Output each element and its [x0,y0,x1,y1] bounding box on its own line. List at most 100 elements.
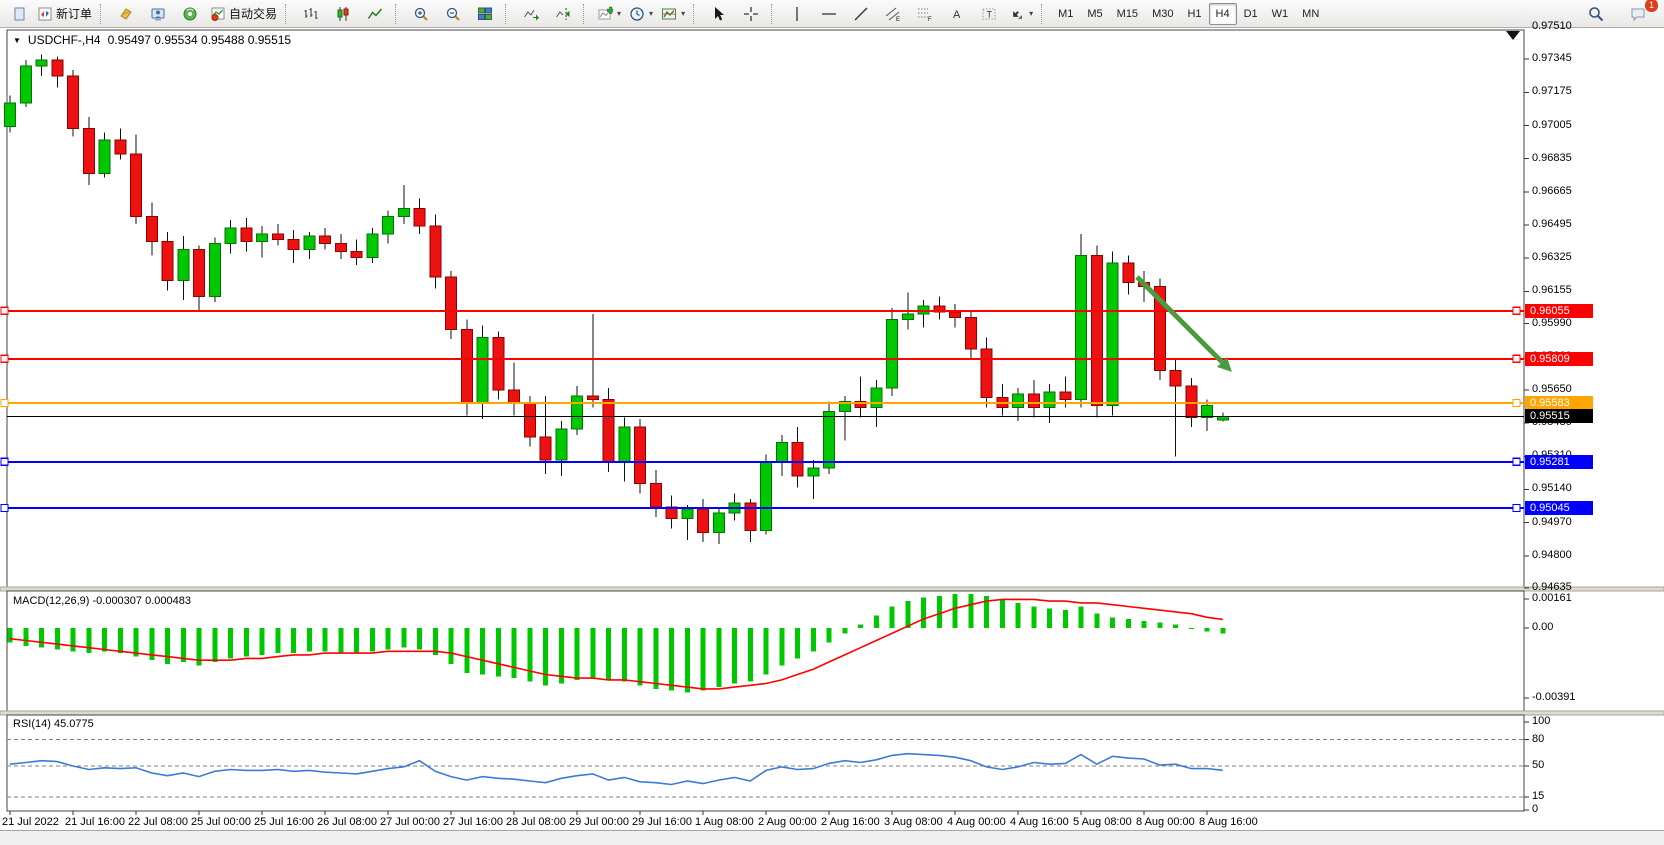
timeframe-label: H4 [1215,7,1230,20]
rsi-tick-label: 15 [1532,789,1545,802]
timeframe-m15-button[interactable]: M15 [1110,3,1145,25]
candle [634,419,646,494]
macd-pane-label: MACD(12,26,9) -0.000307 0.000483 [13,595,191,607]
candle [429,214,442,289]
candle [98,132,111,178]
chevron-down-icon: ▾ [681,9,686,18]
price-tick-label: 0.94970 [1532,515,1572,528]
timeframe-d1-button[interactable]: D1 [1237,3,1265,25]
price-line-label: 0.95809 [1525,351,1593,366]
toolbar: 新订单 自动交易 [0,0,1664,28]
clock-icon [630,6,644,21]
label-tool-button[interactable]: T [973,2,1005,26]
trendline-tool-button[interactable] [845,2,877,26]
timeframe-label: W1 [1271,7,1289,20]
cursor-tool-button[interactable] [703,2,735,26]
new-order-label: 新订单 [56,7,93,21]
chart-shift-marker-icon[interactable] [1506,31,1520,40]
timeframe-h1-button[interactable]: H1 [1180,3,1208,25]
time-axis-label: 4 Aug 16:00 [1010,816,1069,828]
timeframe-mn-button[interactable]: MN [1295,3,1326,25]
candle [760,454,772,535]
trend-arrow-annotation[interactable] [1135,275,1224,364]
crosshair-tool-button[interactable] [735,2,767,26]
search-button[interactable] [1580,2,1612,26]
timeframe-h4-button[interactable]: H4 [1208,2,1237,25]
separator [771,3,778,24]
timeframe-m1-button[interactable]: M1 [1051,3,1080,25]
channel-tool-button[interactable]: E [877,2,909,26]
timeframe-m5-button[interactable]: M5 [1080,3,1109,25]
new-order-button[interactable]: 新订单 [33,2,96,26]
horizontal-line-tool-button[interactable] [813,2,845,26]
price-line-label: 0.95281 [1525,454,1593,469]
candle [4,95,16,133]
candlestick-button[interactable] [327,2,359,26]
candle [1201,399,1213,431]
tile-windows-button[interactable] [469,2,501,26]
signal-button[interactable] [174,2,206,26]
svg-text:T: T [987,9,993,19]
time-axis-label: 28 Jul 08:00 [506,816,566,828]
price-tick-label: 0.96325 [1532,251,1572,264]
fibonacci-tool-button[interactable]: F [909,2,941,26]
time-axis-label: 4 Aug 00:00 [947,816,1006,828]
candle [1027,380,1040,418]
chart-shift-icon [556,7,570,20]
indicators-button[interactable]: ▾ [593,2,625,26]
bar-chart-button[interactable] [295,2,327,26]
zoom-out-button[interactable] [437,2,469,26]
chart-shift-button[interactable] [547,2,579,26]
separator [583,3,590,24]
timeframe-m30-button[interactable]: M30 [1145,3,1180,25]
time-axis-label: 2 Aug 16:00 [821,816,880,828]
candle [712,507,725,545]
candle [1153,278,1166,381]
separator [505,3,512,24]
shapes-tool-button[interactable]: ▾ [1005,2,1037,26]
crosshair-icon [744,6,759,21]
zoom-in-button[interactable] [405,2,437,26]
candle [1169,358,1182,457]
one-click-trading-toggle-icon[interactable]: ▼ [13,35,21,45]
gold-diamond-icon [120,7,132,20]
line-chart-button[interactable] [359,2,391,26]
candle [208,237,221,303]
candle [586,313,599,408]
line-chart-icon [367,8,383,19]
candle [35,54,48,76]
notification-badge: 1 [1644,0,1659,13]
rsi-tick-label: 100 [1532,715,1551,727]
candle [1075,233,1087,408]
auto-scroll-button[interactable] [515,2,547,26]
chart-canvas[interactable] [0,26,1664,845]
macd-tick-label: 0.00 [1532,621,1554,633]
macd-tick-label: -0.00391 [1532,690,1576,703]
time-axis-label: 27 Jul 00:00 [380,816,440,828]
rsi-indicator-name: RSI(14) [13,718,51,730]
bar-chart-icon [304,7,318,19]
text-tool-button[interactable]: A [941,2,973,26]
vertical-line-icon [796,6,798,21]
templates-icon [662,8,677,19]
monitor-user-button[interactable] [142,2,174,26]
status-strip [0,830,1664,841]
candle [130,134,142,225]
timeframe-w1-button[interactable]: W1 [1265,3,1296,25]
clipped-edge-button[interactable] [1,2,33,26]
zoom-in-icon [414,7,428,21]
trendline-icon [854,7,868,20]
candle [51,56,64,88]
macd-signal-line [9,598,1223,690]
periods-button[interactable]: ▾ [625,2,657,26]
vertical-line-tool-button[interactable] [781,2,813,26]
gold-diamond-button[interactable] [110,2,142,26]
price-tick-label: 0.96665 [1532,184,1572,197]
indicators-icon [598,6,614,19]
time-axis-label: 29 Jul 00:00 [569,816,629,828]
templates-button[interactable]: ▾ [657,2,689,26]
auto-trading-button[interactable]: 自动交易 [206,2,281,26]
notifications-button[interactable]: 1 [1622,0,1659,26]
candle [854,376,867,418]
candle [555,421,568,476]
